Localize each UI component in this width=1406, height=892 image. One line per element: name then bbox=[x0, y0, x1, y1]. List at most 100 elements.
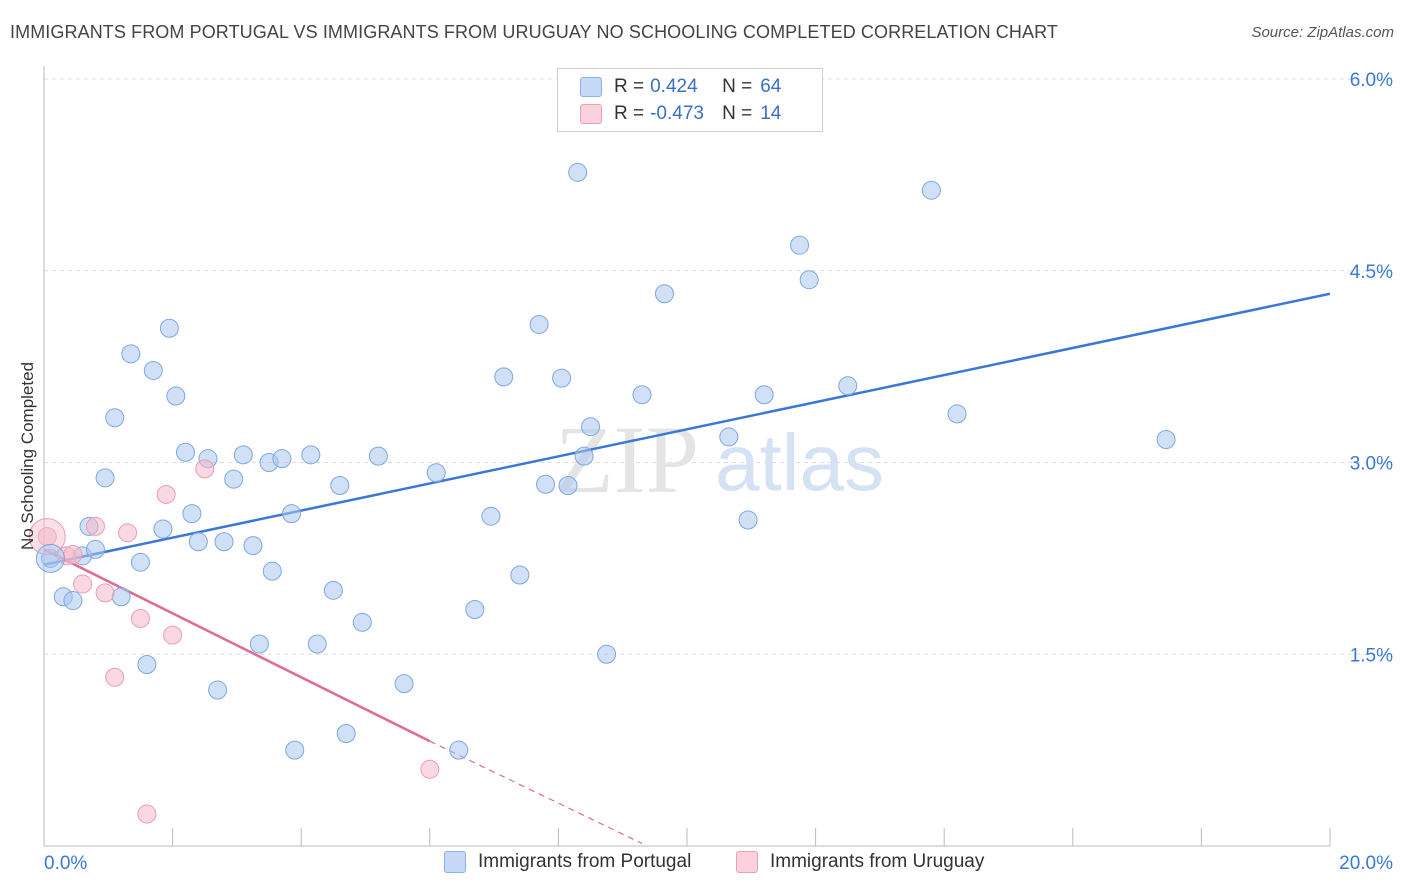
legend-r-label: R = bbox=[614, 103, 645, 124]
point-portugal bbox=[1156, 429, 1176, 449]
legend-row-portugal: R = 0.424 N = 64 bbox=[580, 75, 781, 99]
point-portugal bbox=[175, 442, 195, 462]
point-portugal bbox=[166, 386, 186, 406]
legend-r-label: R = bbox=[614, 76, 645, 97]
point-portugal bbox=[130, 552, 150, 572]
point-uruguay bbox=[95, 583, 115, 603]
series-legend-uruguay: Immigrants from Uruguay bbox=[736, 851, 984, 873]
legend-r-value-portugal: 0.424 bbox=[650, 76, 698, 97]
source-label: Source: ZipAtlas.com bbox=[1251, 24, 1394, 41]
series-name-uruguay: Immigrants from Uruguay bbox=[770, 851, 985, 872]
axes bbox=[43, 66, 1331, 847]
point-portugal bbox=[394, 674, 414, 694]
series-swatch-portugal bbox=[444, 851, 466, 873]
point-uruguay bbox=[105, 667, 125, 687]
x-tick-label: 0.0% bbox=[44, 853, 87, 874]
grid-lines bbox=[44, 78, 1395, 655]
series-swatch-uruguay bbox=[736, 851, 758, 873]
point-portugal bbox=[552, 368, 572, 388]
point-portugal bbox=[105, 408, 125, 428]
point-uruguay bbox=[63, 545, 83, 565]
chart-title: IMMIGRANTS FROM PORTUGAL VS IMMIGRANTS F… bbox=[10, 22, 1058, 42]
point-portugal bbox=[301, 445, 321, 465]
data-points bbox=[28, 162, 1176, 824]
point-portugal bbox=[85, 539, 105, 559]
y-tick-label: 3.0% bbox=[1350, 454, 1393, 475]
point-portugal bbox=[95, 468, 115, 488]
point-portugal bbox=[568, 162, 588, 182]
point-portugal bbox=[947, 404, 967, 424]
series-legend-portugal: Immigrants from Portugal bbox=[444, 851, 691, 873]
trend-line-portugal bbox=[43, 292, 1331, 566]
trend-line-uruguay bbox=[43, 548, 431, 743]
point-portugal bbox=[282, 504, 302, 524]
point-portugal bbox=[529, 314, 549, 334]
point-portugal bbox=[838, 376, 858, 396]
point-portugal bbox=[336, 724, 356, 744]
point-portugal bbox=[719, 427, 739, 447]
point-portugal bbox=[426, 463, 446, 483]
point-portugal bbox=[323, 580, 343, 600]
point-portugal bbox=[188, 532, 208, 552]
point-uruguay bbox=[85, 516, 105, 536]
legend-swatch-portugal bbox=[580, 77, 602, 97]
point-portugal bbox=[632, 385, 652, 405]
point-portugal bbox=[738, 510, 758, 530]
legend-n-label: N = bbox=[722, 103, 753, 124]
series-name-portugal: Immigrants from Portugal bbox=[478, 851, 692, 872]
point-portugal bbox=[790, 235, 810, 255]
y-tick-label: 1.5% bbox=[1350, 645, 1393, 666]
point-portugal bbox=[368, 446, 388, 466]
point-portugal bbox=[272, 449, 292, 469]
point-portugal bbox=[921, 180, 941, 200]
point-portugal bbox=[137, 654, 157, 674]
legend-swatch-uruguay bbox=[580, 104, 602, 124]
x-tick-label: 20.0% bbox=[1339, 853, 1393, 874]
point-portugal bbox=[465, 600, 485, 620]
point-portugal bbox=[224, 469, 244, 489]
point-portugal bbox=[182, 504, 202, 524]
trend-lines bbox=[43, 292, 1331, 844]
point-portugal bbox=[558, 476, 578, 496]
point-portugal bbox=[262, 561, 282, 581]
point-portugal bbox=[654, 284, 674, 304]
point-portugal bbox=[249, 634, 269, 654]
point-portugal-large bbox=[35, 543, 65, 573]
legend-n-value-portugal: 64 bbox=[760, 76, 782, 97]
point-portugal bbox=[597, 644, 617, 664]
point-uruguay bbox=[156, 484, 176, 504]
point-uruguay bbox=[137, 804, 157, 824]
point-portugal bbox=[153, 519, 173, 539]
point-portugal bbox=[754, 385, 774, 405]
tick-labels: 1.5% 3.0% 4.5% 6.0% 0.0% 20.0% bbox=[44, 70, 1393, 874]
point-uruguay bbox=[118, 523, 138, 543]
y-tick-label: 6.0% bbox=[1350, 70, 1393, 91]
point-portugal bbox=[352, 612, 372, 632]
point-portugal bbox=[143, 360, 163, 380]
point-portugal bbox=[233, 445, 253, 465]
point-portugal bbox=[208, 680, 228, 700]
y-tick-label: 4.5% bbox=[1350, 262, 1393, 283]
point-portugal bbox=[494, 367, 514, 387]
point-portugal bbox=[243, 536, 263, 556]
point-portugal bbox=[449, 740, 469, 760]
legend-n-label: N = bbox=[722, 76, 753, 97]
point-uruguay bbox=[420, 759, 440, 779]
point-uruguay bbox=[195, 459, 215, 479]
point-portugal bbox=[121, 344, 141, 364]
watermark-atlas: atlas bbox=[715, 418, 884, 507]
point-portugal bbox=[799, 270, 819, 290]
point-uruguay bbox=[130, 608, 150, 628]
point-portugal bbox=[581, 417, 601, 437]
point-uruguay bbox=[73, 574, 93, 594]
point-uruguay bbox=[163, 625, 183, 645]
point-portugal bbox=[536, 474, 556, 494]
legend-n-value-uruguay: 14 bbox=[760, 103, 782, 124]
point-portugal bbox=[481, 506, 501, 526]
point-portugal bbox=[214, 532, 234, 552]
point-portugal bbox=[111, 587, 131, 607]
point-portugal bbox=[63, 591, 83, 611]
point-portugal bbox=[285, 740, 305, 760]
point-portugal bbox=[574, 446, 594, 466]
